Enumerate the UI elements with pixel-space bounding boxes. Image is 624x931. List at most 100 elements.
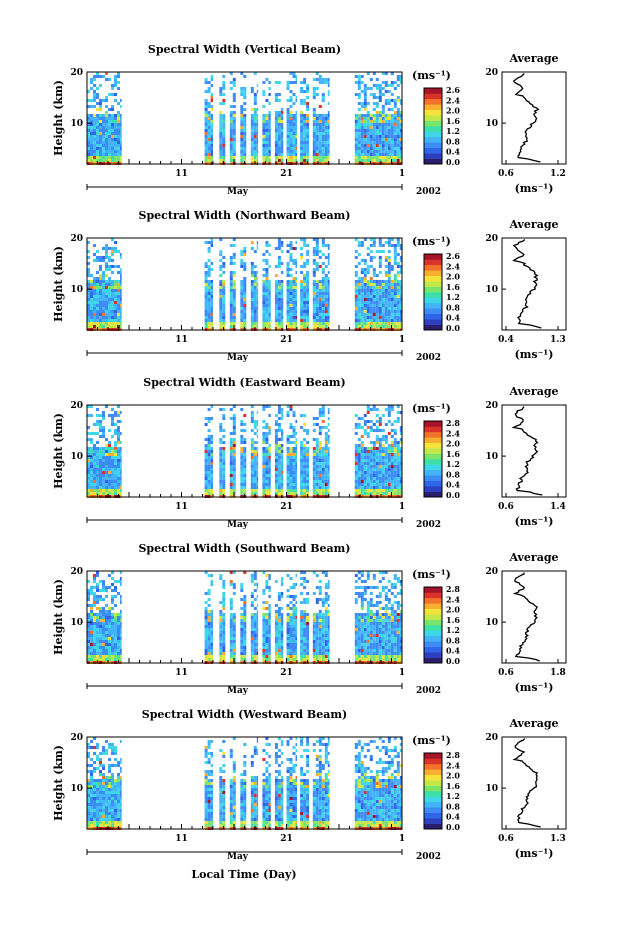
heatmap-cell xyxy=(262,144,266,147)
heatmap-cell xyxy=(390,84,394,87)
heatmap-cell xyxy=(295,316,297,319)
heatmap-cell xyxy=(99,289,102,292)
heatmap-cell xyxy=(393,471,397,474)
heatmap-cell xyxy=(243,319,247,322)
heatmap-cell xyxy=(387,159,391,162)
heatmap-cell xyxy=(105,256,108,259)
heatmap-cell xyxy=(207,610,211,613)
heatmap-cell xyxy=(306,304,310,307)
heatmap-cell xyxy=(354,322,358,325)
heatmap-cell xyxy=(120,622,122,625)
heatmap-cell xyxy=(111,253,114,256)
heatmap-cell xyxy=(318,156,322,159)
heatmap-cell xyxy=(114,414,117,417)
heatmap-cell xyxy=(222,292,226,295)
heatmap-cell xyxy=(384,438,388,441)
heatmap-cell xyxy=(327,271,330,274)
heatmap-cell xyxy=(114,81,117,84)
heatmap-cell xyxy=(396,274,400,277)
heatmap-cell xyxy=(207,147,211,150)
heatmap-cell xyxy=(114,150,117,153)
heatmap-cell xyxy=(250,129,254,132)
heatmap-cell xyxy=(312,78,316,81)
heatmap-cell xyxy=(232,132,236,135)
heatmap-cell xyxy=(327,477,330,480)
heatmap-cell xyxy=(262,408,266,411)
heatmap-cell xyxy=(256,298,259,301)
heatmap-cell xyxy=(318,256,322,259)
heatmap-cell xyxy=(250,643,254,646)
heatmap-cell xyxy=(363,432,367,435)
heatmap-cell xyxy=(274,292,278,295)
heatmap-cell xyxy=(393,114,397,117)
heatmap-cell xyxy=(219,634,223,637)
heatmap-cell xyxy=(378,87,382,90)
heatmap-cell xyxy=(369,250,373,253)
heatmap-cell xyxy=(268,489,271,492)
heatmap-cell xyxy=(280,592,284,595)
heatmap-cell xyxy=(300,301,304,304)
colorbar-swatch xyxy=(424,270,442,276)
heatmap-cell xyxy=(324,135,328,138)
heatmap-cell xyxy=(387,465,391,468)
heatmap-cell xyxy=(375,477,379,480)
heatmap-cell xyxy=(87,307,90,310)
heatmap-cell xyxy=(102,123,105,126)
heatmap-cell xyxy=(207,492,211,495)
heatmap-cell xyxy=(207,480,211,483)
heatmap-cell xyxy=(256,486,259,489)
heatmap-cell xyxy=(375,289,379,292)
heatmap-cell xyxy=(357,492,361,495)
heatmap-cell xyxy=(93,652,96,655)
heatmap-cell xyxy=(102,313,105,316)
heatmap-cell xyxy=(265,634,269,637)
heatmap-cell xyxy=(256,241,259,244)
heatmap-cell xyxy=(312,117,316,120)
heatmap-cell xyxy=(219,283,223,286)
heatmap-cell xyxy=(108,450,111,453)
heatmap-cell xyxy=(96,655,99,658)
heatmap-cell xyxy=(117,616,120,619)
heatmap-cell xyxy=(102,99,105,102)
heatmap-cell xyxy=(120,492,122,495)
heatmap-cell xyxy=(265,277,269,280)
heatmap-cell xyxy=(324,286,328,289)
heatmap-cell xyxy=(393,489,397,492)
avg-y-tick-label: 20 xyxy=(485,401,498,411)
heatmap-cell xyxy=(204,117,208,120)
heatmap-cell xyxy=(372,325,376,328)
heatmap-cell xyxy=(232,144,236,147)
heatmap-cell xyxy=(280,435,284,438)
heatmap-cell xyxy=(292,486,296,489)
heatmap-cell xyxy=(312,274,316,277)
heatmap-cell xyxy=(111,286,114,289)
heatmap-cell xyxy=(90,628,93,631)
heatmap-cell xyxy=(277,592,281,595)
heatmap-cell xyxy=(207,301,211,304)
heatmap-cell xyxy=(387,468,391,471)
heatmap-cell xyxy=(232,616,236,619)
heatmap-cell xyxy=(229,277,233,280)
heatmap-cell xyxy=(324,313,328,316)
heatmap-cell xyxy=(253,658,257,661)
heatmap-cell xyxy=(366,453,370,456)
heatmap-cell xyxy=(207,655,211,658)
heatmap-cell xyxy=(87,480,90,483)
heatmap-cell xyxy=(207,90,211,93)
heatmap-cell xyxy=(393,295,397,298)
heatmap-cell xyxy=(243,135,247,138)
heatmap-cell xyxy=(369,238,373,241)
heatmap-cell xyxy=(277,292,281,295)
heatmap-cell xyxy=(232,84,236,87)
heatmap-cell xyxy=(280,474,284,477)
heatmap-cell xyxy=(96,619,99,622)
heatmap-cell xyxy=(268,253,271,256)
heatmap-cell xyxy=(369,316,373,319)
heatmap-cell xyxy=(262,462,266,465)
heatmap-cell xyxy=(93,471,96,474)
heatmap-cell xyxy=(295,453,297,456)
heatmap-cell xyxy=(93,138,96,141)
heatmap-cell xyxy=(99,126,102,129)
heatmap-cell xyxy=(315,262,319,265)
